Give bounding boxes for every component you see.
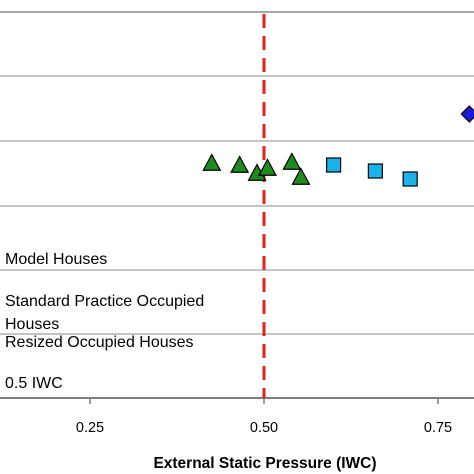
point-standard-practice — [230, 155, 250, 173]
point-standard-practice — [282, 152, 302, 170]
x-tick-label: 0.50 — [250, 420, 278, 436]
legend-label-standard-practice-line2: Houses — [5, 316, 59, 333]
point-standard-practice — [291, 167, 311, 185]
legend-label-reference: 0.5 IWC — [5, 375, 63, 392]
data-points — [202, 105, 474, 187]
x-axis-ticks: 0.25 0.50 0.75 — [76, 398, 452, 436]
legend-label-standard-practice-line1: Standard Practice Occupied — [5, 293, 204, 310]
point-model-houses — [460, 105, 474, 123]
x-axis-title: External Static Pressure (IWC) — [153, 455, 376, 472]
x-tick-label: 0.25 — [76, 420, 104, 436]
point-standard-practice — [257, 158, 277, 176]
x-tick-label: 0.75 — [424, 420, 452, 436]
point-resized-houses — [367, 163, 383, 179]
legend-label-resized-houses: Resized Occupied Houses — [5, 334, 194, 351]
gridlines — [0, 11, 474, 335]
legend-label-model-houses: Model Houses — [5, 251, 107, 268]
point-resized-houses — [402, 171, 418, 187]
point-standard-practice — [202, 153, 222, 171]
point-resized-houses — [326, 157, 342, 173]
